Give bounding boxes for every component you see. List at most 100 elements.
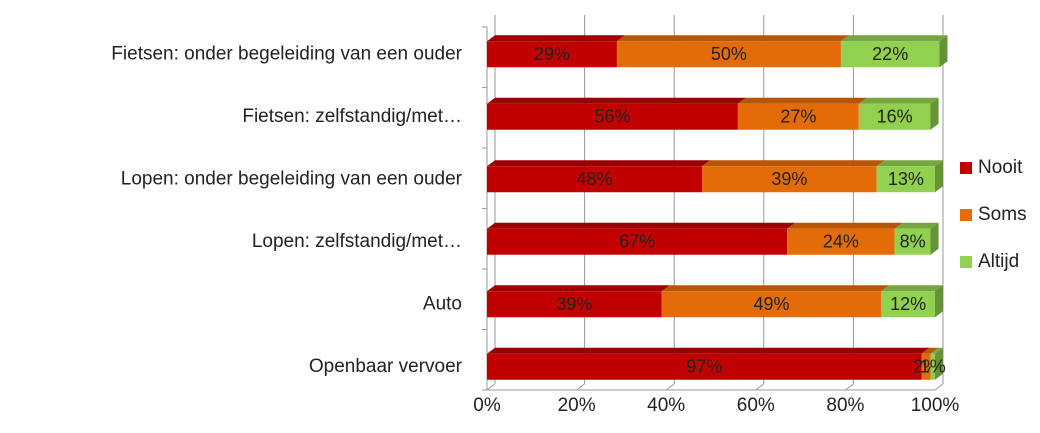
bar-segment <box>894 222 939 255</box>
floor-line <box>576 383 585 391</box>
bar-top <box>487 160 711 167</box>
bar-front <box>876 166 935 193</box>
data-label: 49% <box>753 294 789 314</box>
bar-top <box>894 222 939 229</box>
legend-label: Nooit <box>978 157 1023 178</box>
bar-side <box>935 347 943 380</box>
bar-segment <box>487 222 796 255</box>
bar-segment <box>487 285 670 318</box>
floor-line <box>934 383 944 391</box>
data-label: 67% <box>619 232 655 252</box>
bar-side <box>935 285 943 318</box>
bar-front <box>787 228 895 255</box>
category-label: Openbaar vervoer <box>309 356 463 377</box>
bar-front <box>661 291 882 318</box>
bar-top <box>487 222 796 229</box>
legend-label: Soms <box>978 204 1027 225</box>
bar-segment <box>661 285 890 318</box>
bar-front <box>840 41 940 68</box>
bar-segment <box>881 285 943 318</box>
data-label: 22% <box>872 44 908 64</box>
bar-segment <box>487 35 625 68</box>
bar-side <box>930 97 939 130</box>
bar-top <box>487 35 625 42</box>
bar-segment <box>840 35 948 68</box>
bar-front <box>894 228 931 255</box>
data-label: 29% <box>534 44 570 64</box>
data-label: 24% <box>823 232 859 252</box>
bar-top <box>840 35 948 42</box>
bar-segment <box>787 222 903 255</box>
bar-segment <box>487 97 746 130</box>
bar-segment <box>487 160 711 193</box>
bar-top <box>921 347 939 354</box>
x-tick-label: 60% <box>737 395 775 416</box>
floor-line <box>755 383 765 391</box>
bar-side <box>939 35 948 68</box>
bar-front <box>702 166 877 193</box>
bar-top <box>787 222 903 229</box>
bar-top <box>487 347 930 354</box>
bar-front <box>858 103 931 130</box>
bar-segment <box>616 35 849 68</box>
bar-segment <box>876 160 943 193</box>
data-label: 39% <box>556 294 592 314</box>
data-label: 39% <box>771 169 807 189</box>
bar-front <box>737 103 859 130</box>
x-tick-label: 40% <box>647 395 685 416</box>
bar-front <box>930 353 935 380</box>
data-label: 8% <box>900 232 926 252</box>
bar-top <box>881 285 943 292</box>
x-tick-label: 80% <box>826 395 864 416</box>
bar-front <box>487 291 662 318</box>
x-tick-label: 20% <box>558 395 596 416</box>
bar-top <box>616 35 849 42</box>
bar-segment <box>930 347 943 380</box>
data-label: 56% <box>594 107 630 127</box>
bar-top <box>930 347 943 354</box>
data-label: 12% <box>890 294 926 314</box>
floor-line <box>665 383 675 391</box>
bar-top <box>487 97 746 104</box>
data-label: 48% <box>577 169 613 189</box>
bar-front <box>881 291 935 318</box>
legend-swatch <box>960 256 972 268</box>
bar-segment <box>921 347 939 380</box>
data-label: 1% <box>920 357 946 377</box>
x-tick-label: 100% <box>911 395 960 416</box>
data-label: 27% <box>780 107 816 127</box>
category-label: Auto <box>423 293 462 314</box>
bar-front <box>487 353 922 380</box>
bar-side <box>935 160 943 193</box>
bar-top <box>876 160 943 167</box>
data-label: 16% <box>877 107 913 127</box>
bar-top <box>487 285 670 292</box>
category-label: Lopen: zelfstandig/met… <box>252 231 462 252</box>
floor-line <box>486 383 496 391</box>
bar-front <box>487 166 703 193</box>
data-label: 50% <box>711 44 747 64</box>
category-label: Lopen: onder begeleiding van een ouder <box>121 168 463 189</box>
bar-top <box>737 97 867 104</box>
bar-front <box>921 353 931 380</box>
bar-front <box>616 41 841 68</box>
legend-swatch <box>960 162 972 174</box>
legend-swatch <box>960 209 972 221</box>
data-label: 13% <box>888 169 924 189</box>
bar-segment <box>702 160 885 193</box>
bar-segment <box>487 347 930 380</box>
bar-side <box>930 222 939 255</box>
bar-front <box>487 228 788 255</box>
bar-front <box>487 103 738 130</box>
bar-top <box>858 97 939 104</box>
category-label: Fietsen: zelfstandig/met… <box>242 106 462 127</box>
bar-front <box>487 41 617 68</box>
bar-segment <box>858 97 939 130</box>
floor-line <box>845 383 854 391</box>
category-label: Fietsen: onder begeleiding van een ouder <box>111 43 462 64</box>
legend-label: Altijd <box>978 251 1019 272</box>
bar-top <box>661 285 890 292</box>
x-tick-label: 0% <box>473 395 501 416</box>
bar-segment <box>737 97 867 130</box>
